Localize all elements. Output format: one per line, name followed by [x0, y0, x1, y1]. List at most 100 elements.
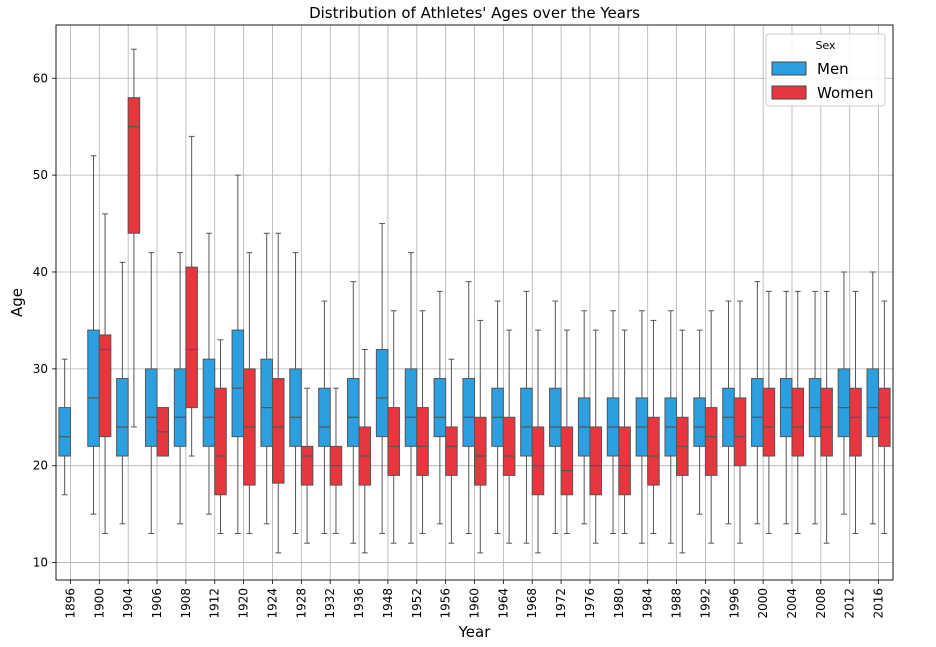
box-men-1928 [289, 252, 302, 535]
x-tick-label: 1900 [92, 588, 106, 619]
box-men-1976 [577, 310, 591, 525]
box-men-1896 [58, 358, 71, 496]
box-iqr [202, 358, 216, 447]
box-men-1936 [347, 281, 360, 544]
x-tick-label: 1960 [468, 588, 482, 619]
box-iqr [791, 387, 805, 457]
box-iqr [58, 407, 71, 457]
box-iqr [300, 445, 314, 486]
box-men-2016 [866, 271, 880, 525]
x-tick-label: 1996 [727, 588, 741, 619]
box-iqr [404, 368, 418, 447]
chart-title: Distribution of Athletes' Ages over the … [309, 4, 640, 22]
box-women-2008 [820, 290, 833, 544]
box-men-1980 [606, 310, 620, 535]
box-iqr [445, 426, 458, 476]
grid [56, 25, 893, 580]
box-iqr [866, 368, 880, 438]
y-tick-label: 50 [33, 168, 48, 182]
box-men-1920 [231, 174, 245, 535]
box-men-1992 [693, 329, 706, 515]
x-tick-label: 2008 [814, 588, 828, 619]
box-iqr [502, 416, 516, 476]
x-tick-label: 1984 [641, 588, 655, 619]
boxes [58, 48, 891, 554]
box-iqr [693, 397, 706, 447]
box-iqr [762, 387, 776, 457]
x-tick-label: 1912 [208, 588, 222, 619]
box-women-1992 [704, 310, 718, 544]
box-iqr [127, 97, 141, 234]
box-iqr [820, 387, 833, 457]
box-iqr [704, 407, 718, 476]
box-women-1900 [98, 213, 112, 535]
legend: Sex Men Women [765, 33, 886, 107]
box-iqr [474, 416, 487, 486]
y-tick-label: 60 [33, 71, 48, 85]
box-iqr [560, 426, 574, 496]
x-tick-label: 1936 [352, 588, 366, 619]
x-tick-label: 1980 [612, 588, 626, 619]
x-tick-label: 1908 [179, 588, 193, 619]
box-women-1908 [185, 135, 198, 457]
legend-swatch-women [771, 85, 807, 100]
box-women-1906 [156, 407, 170, 457]
x-tick-label: 1904 [121, 588, 135, 619]
box-men-1952 [404, 252, 418, 544]
x-tick-label: 1928 [294, 588, 308, 619]
box-men-1904 [116, 261, 129, 525]
box-iqr [647, 416, 660, 486]
y-tick-label: 10 [33, 556, 48, 570]
legend-title: Sex [815, 39, 836, 52]
box-men-1960 [462, 281, 475, 535]
box-iqr [462, 378, 475, 447]
box-iqr [173, 368, 187, 447]
box-women-2000 [762, 290, 776, 535]
x-tick-label: 1988 [670, 588, 684, 619]
y-axis-ticks: 10 20 30 40 50 60 [33, 71, 56, 570]
box-women-2004 [791, 290, 805, 535]
box-men-1964 [491, 300, 504, 535]
box-women-1912 [214, 339, 227, 535]
x-tick-label: 1976 [583, 588, 597, 619]
box-men-1924 [260, 232, 273, 525]
box-iqr [416, 407, 429, 476]
box-iqr [87, 329, 100, 447]
box-women-1956 [445, 358, 458, 544]
box-women-1984 [647, 319, 660, 535]
y-tick-label: 20 [33, 459, 48, 473]
box-iqr [618, 426, 631, 496]
box-iqr [733, 397, 747, 467]
box-iqr [433, 378, 447, 438]
box-women-2016 [878, 300, 891, 535]
x-tick-label: 1992 [698, 588, 712, 619]
box-men-1948 [375, 223, 389, 535]
x-tick-label: 2004 [785, 588, 799, 619]
y-axis-label: Age [8, 288, 26, 317]
y-tick-label: 30 [33, 362, 48, 376]
box-men-1996 [722, 300, 735, 525]
box-iqr [520, 387, 533, 457]
box-iqr [271, 378, 285, 484]
box-men-1968 [520, 290, 533, 544]
box-men-1984 [635, 310, 649, 544]
box-iqr [751, 378, 764, 447]
box-iqr [116, 378, 129, 457]
box-women-1904 [127, 48, 141, 428]
box-iqr [144, 368, 158, 447]
box-women-1952 [416, 310, 429, 535]
box-men-1972 [549, 300, 562, 535]
box-men-2012 [837, 271, 851, 515]
x-tick-label: 1920 [237, 588, 251, 619]
box-iqr [387, 407, 400, 476]
box-men-1906 [144, 252, 158, 535]
legend-swatch-men [771, 61, 807, 76]
box-men-1912 [202, 232, 216, 515]
box-iqr [260, 358, 273, 447]
box-women-1972 [560, 329, 574, 535]
x-tick-label: 1972 [554, 588, 568, 619]
box-men-2008 [808, 290, 822, 525]
box-iqr [531, 426, 545, 496]
x-tick-label: 1896 [63, 588, 77, 619]
